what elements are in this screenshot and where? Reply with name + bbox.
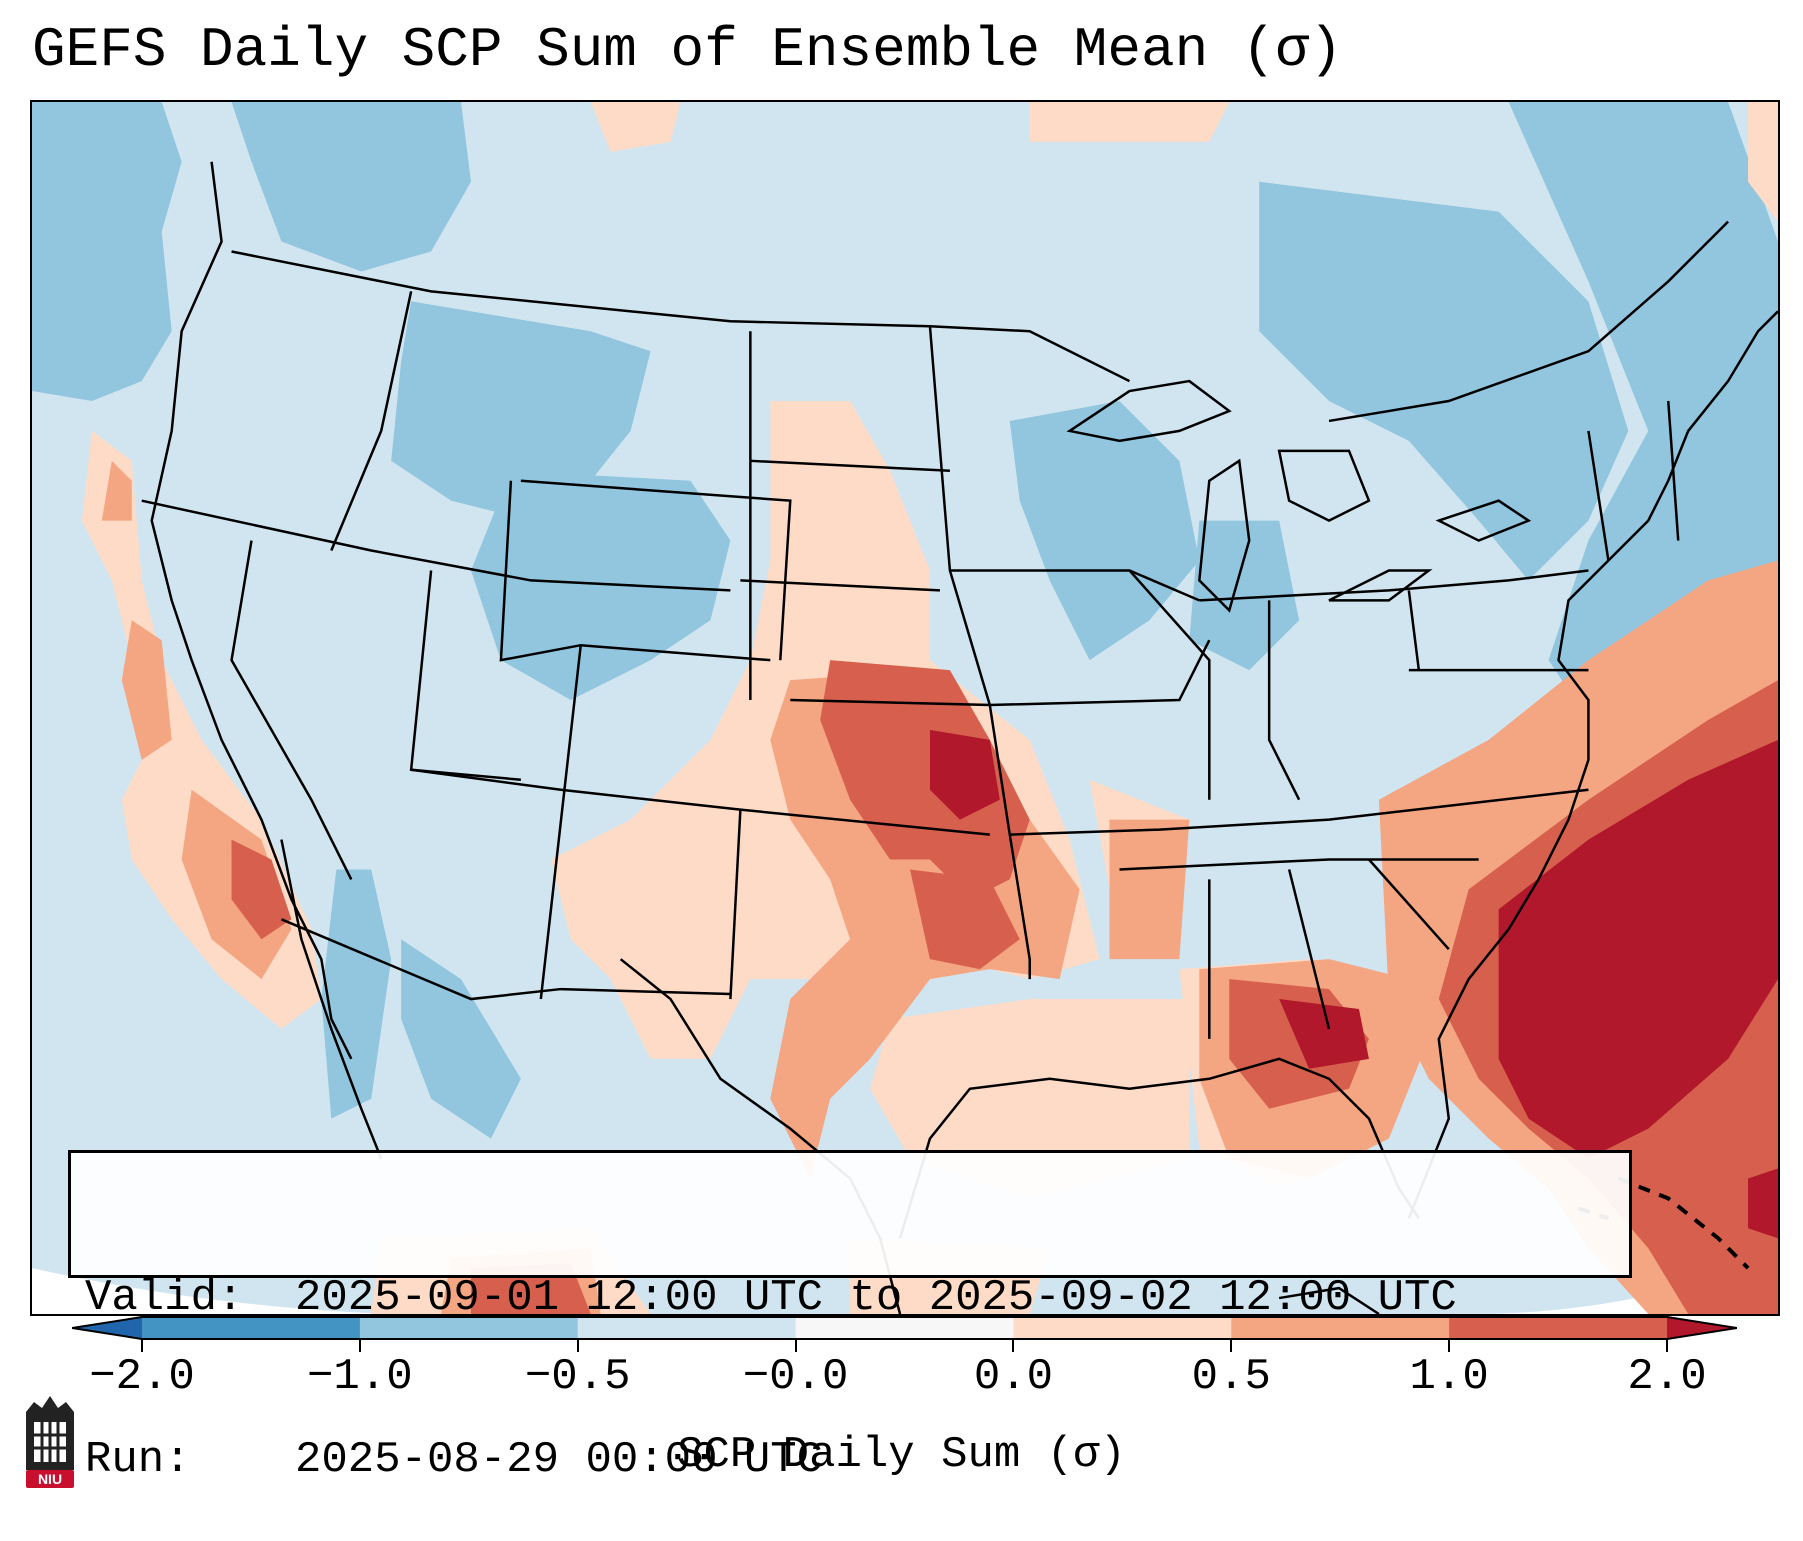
valid-time-box: Valid: 2025-09-01 12:00 UTC to 2025-09-02…: [68, 1150, 1632, 1485]
negative-anomaly-regions: [32, 102, 1778, 1139]
anomaly-map: [32, 102, 1778, 1314]
colorbar-tick-mark: [1448, 1338, 1451, 1352]
run-line: Run: 2025-08-29 00:00 UTC: [85, 1433, 1615, 1487]
valid-label: Valid:: [85, 1273, 244, 1323]
colorbar-tick-label: −2.0: [89, 1352, 195, 1402]
colorbar-tick-mark: [358, 1338, 361, 1352]
svg-text:NIU: NIU: [38, 1471, 62, 1487]
colorbar-segment: [359, 1317, 579, 1339]
colorbar-tick-label: 2.0: [1627, 1352, 1707, 1402]
colorbar-tick-label: 1.0: [1409, 1352, 1489, 1402]
colorbar-tick-label: 0.0: [973, 1352, 1054, 1402]
colorbar-segment: [1013, 1317, 1232, 1339]
colorbar-tick-mark: [1230, 1338, 1233, 1352]
run-label: Run:: [85, 1435, 191, 1485]
great-lakes: [1066, 379, 1532, 613]
political-borders: [141, 220, 1729, 1039]
colorbar-segment: [142, 1317, 361, 1339]
colorbar-tick-label: −0.0: [742, 1352, 849, 1402]
run-value: 2025-08-29 00:00 UTC: [295, 1435, 824, 1485]
domain-edge-left: [32, 1268, 531, 1314]
colorbar-segment: [1449, 1317, 1668, 1339]
valid-line: Valid: 2025-09-01 12:00 UTC to 2025-09-02…: [85, 1271, 1615, 1325]
colorbar-ticks: −2.0 −1.0 −0.5 −0.0 0.0 0.5 1.0 2.0: [0, 1338, 1803, 1402]
colorbar-tick-mark: [794, 1338, 797, 1352]
colorbar-segments: [142, 1317, 1668, 1339]
colorbar-segment: [795, 1317, 1014, 1339]
colorbar-extend-low: [72, 1316, 142, 1340]
colorbar-tick-label: 0.5: [1191, 1352, 1271, 1402]
colorbar-tick-mark: [576, 1338, 579, 1352]
colorbar-tick-mark: [1666, 1338, 1668, 1352]
colorbar-tick-label: −1.0: [307, 1352, 413, 1402]
valid-value: 2025-09-01 12:00 UTC to 2025-09-02 12:00…: [295, 1273, 1457, 1323]
colorbar-segment: [1231, 1317, 1450, 1339]
colorbar-tick-label: −0.5: [524, 1352, 631, 1402]
colorbar: [72, 1316, 1737, 1340]
colorbar-extend-high: [1667, 1316, 1737, 1340]
colorbar-tick-mark: [141, 1338, 143, 1352]
chart-title: GEFS Daily SCP Sum of Ensemble Mean (σ): [32, 18, 1343, 82]
colorbar-segment: [577, 1317, 797, 1339]
niu-logo: NIU: [26, 1396, 74, 1488]
colorbar-tick-mark: [1012, 1338, 1015, 1352]
map-panel: [30, 100, 1780, 1316]
colorbar-label: SCP Daily Sum (σ): [677, 1430, 1126, 1480]
